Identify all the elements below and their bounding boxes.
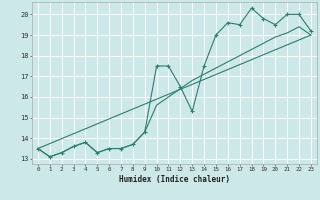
X-axis label: Humidex (Indice chaleur): Humidex (Indice chaleur): [119, 175, 230, 184]
